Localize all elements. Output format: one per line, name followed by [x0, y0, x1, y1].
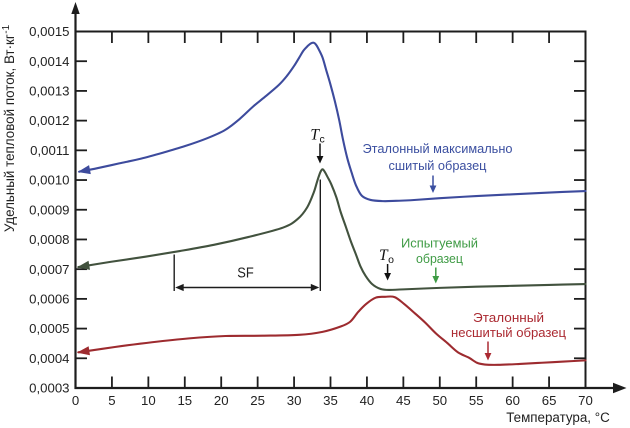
y-tick-label: 0,0003 — [29, 381, 69, 396]
y-axis-title-superscript: -1 — [1, 24, 12, 33]
axis-tick-labels: 0 5 10 15 20 25 30 35 40 45 50 55 60 65 70 0,0003 0,0004… — [29, 24, 593, 408]
curve-non-crosslinked-sample — [77, 295, 587, 366]
marker-To-arrow-head — [384, 273, 391, 281]
curve-test-sample-left-arrowhead — [76, 260, 91, 270]
series-label-test-sample-line2: образец — [416, 251, 463, 266]
series-label-test-sample-line1: Испытуемый — [401, 236, 478, 251]
data-curves — [76, 41, 587, 366]
x-axis-arrowhead — [613, 382, 627, 394]
x-tick-label: 35 — [323, 393, 338, 408]
x-tick-label: 55 — [469, 393, 484, 408]
y-tick-label: 0,0010 — [29, 173, 69, 188]
x-tick-label: 0 — [72, 393, 79, 408]
marker-To-subscript: o — [388, 254, 394, 266]
marker-To: To — [379, 247, 394, 281]
y-axis-arrowhead — [71, 2, 80, 14]
axis-ticks — [76, 32, 585, 387]
y-tick-label: 0,0008 — [29, 232, 69, 247]
x-tick-label: 30 — [287, 393, 302, 408]
x-tick-label: 5 — [108, 393, 115, 408]
plot-frame — [71, 2, 627, 394]
y-tick-label: 0,0011 — [30, 143, 69, 158]
sf-measure: SF — [173, 179, 321, 292]
curve-max-crosslinked-sample-left-arrowhead — [77, 165, 91, 175]
series-label-test-sample-arrow-head — [432, 276, 440, 284]
y-tick-label: 0,0014 — [29, 54, 69, 69]
series-label-non-crosslinked-line2: несшитый образец — [451, 325, 566, 340]
curve-test-sample — [77, 168, 587, 292]
y-axis-title-base: Удельный тепловой поток, Вт·кг — [2, 34, 17, 232]
curve-max-crosslinked-sample — [78, 41, 587, 203]
y-tick-label: 0,0004 — [29, 351, 69, 366]
y-tick-label: 0,0012 — [29, 113, 69, 128]
series-label-max-crosslinked-line1: Эталонный максимально — [363, 141, 513, 156]
marker-Tc-arrow-head — [316, 156, 324, 164]
y-tick-label: 0,0013 — [29, 84, 69, 99]
x-tick-label: 50 — [432, 393, 447, 408]
y-tick-label: 0,0009 — [29, 202, 69, 217]
x-tick-label: 65 — [542, 393, 557, 408]
x-axis-title: Температура, °C — [506, 410, 610, 425]
y-tick-label: 0,0007 — [29, 262, 69, 277]
marker-Tc: Tc — [310, 127, 325, 164]
marker-Tc-letter: T — [310, 127, 320, 144]
sf-double-arrow-left-head — [175, 283, 184, 292]
x-tick-label: 10 — [141, 393, 156, 408]
series-label-max-crosslinked-arrow-head — [429, 185, 437, 193]
x-tick-label: 45 — [396, 393, 411, 408]
marker-To-letter: T — [379, 247, 389, 264]
series-label-non-crosslinked-arrow-head — [484, 353, 492, 361]
series-label-max-crosslinked: Эталонный максимально сшитый образец — [363, 141, 513, 193]
series-label-max-crosslinked-line2: сшитый образец — [389, 158, 487, 173]
chart-annotations: Эталонный максимально сшитый образец Испыт… — [173, 127, 566, 361]
axis-titles: Температура, °C Удельный тепловой поток, … — [1, 24, 610, 425]
y-tick-label: 0,0015 — [29, 24, 69, 39]
y-tick-label: 0,0005 — [29, 321, 69, 336]
marker-To-label: To — [379, 247, 394, 266]
x-tick-label: 25 — [250, 393, 265, 408]
marker-Tc-subscript: c — [319, 134, 324, 146]
sf-double-arrow-right-head — [310, 283, 320, 292]
x-tick-label: 20 — [214, 393, 229, 408]
series-label-non-crosslinked-line1: Эталонный — [473, 310, 544, 325]
y-tick-label: 0,0006 — [29, 291, 69, 306]
y-axis-title: Удельный тепловой поток, Вт·кг-1 — [1, 24, 17, 232]
x-tick-label: 15 — [177, 393, 192, 408]
x-tick-label: 40 — [360, 393, 375, 408]
x-tick-label: 60 — [505, 393, 520, 408]
x-tick-label: 70 — [578, 393, 593, 408]
marker-Tc-label: Tc — [310, 127, 324, 146]
curve-non-crosslinked-sample-left-arrowhead — [76, 346, 90, 356]
sf-label: SF — [237, 266, 254, 282]
